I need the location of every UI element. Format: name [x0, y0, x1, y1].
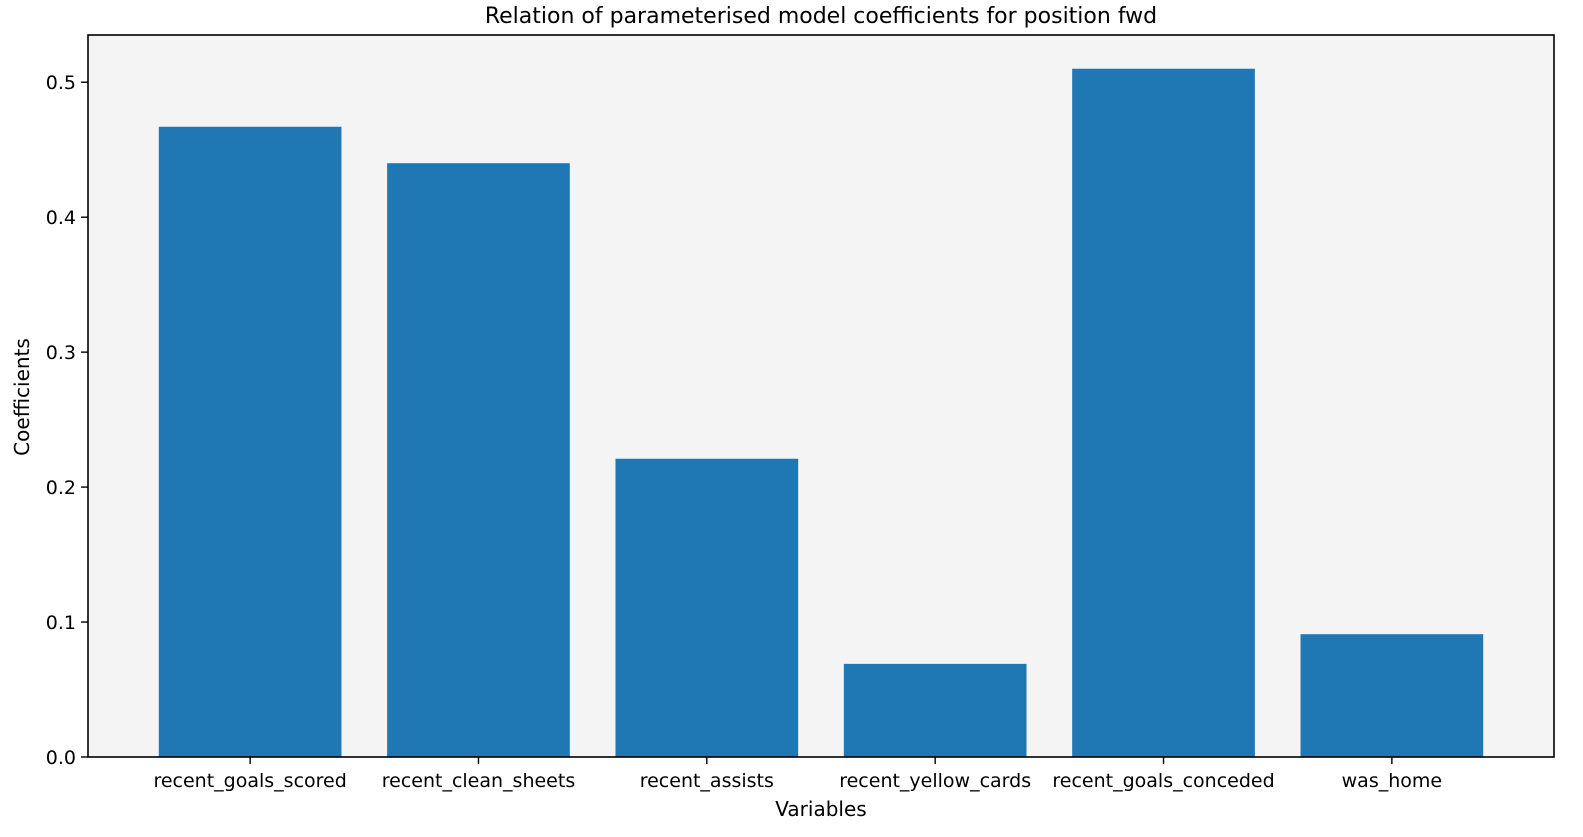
x-tick-label: was_home: [1342, 770, 1442, 792]
y-tick-label: 0.1: [46, 612, 76, 634]
bar-recent-clean-sheets: [387, 163, 570, 757]
x-tick-label: recent_assists: [640, 770, 774, 792]
plot-frame: [87, 34, 1555, 758]
bar-recent-goals-conceded: [1072, 68, 1255, 758]
y-axis-ticks: 0.0 0.1 0.2 0.3 0.4 0.5: [46, 72, 88, 769]
bar-recent-assists: [615, 458, 799, 757]
bars: [158, 68, 1484, 758]
bar-was-home: [1300, 634, 1484, 757]
x-tick-label: recent_goals_scored: [153, 770, 346, 792]
y-tick-label: 0.4: [46, 207, 76, 229]
bar-recent-yellow-cards: [843, 663, 1027, 757]
x-tick-label: recent_yellow_cards: [839, 770, 1031, 792]
x-tick-label: recent_clean_sheets: [382, 770, 575, 792]
x-tick-label: recent_goals_conceded: [1052, 770, 1274, 792]
y-tick-label: 0.0: [46, 747, 76, 769]
bar-recent-goals-scored: [158, 126, 342, 757]
y-tick-label: 0.3: [46, 342, 76, 364]
y-tick-label: 0.2: [46, 477, 76, 499]
y-axis-label: Coefficients: [10, 338, 34, 456]
chart-title: Relation of parameterised model coeffici…: [485, 4, 1157, 29]
x-axis-ticks: recent_goals_scored recent_clean_sheets re…: [153, 757, 1442, 792]
y-tick-label: 0.5: [46, 72, 76, 94]
x-axis-label: Variables: [775, 797, 866, 821]
